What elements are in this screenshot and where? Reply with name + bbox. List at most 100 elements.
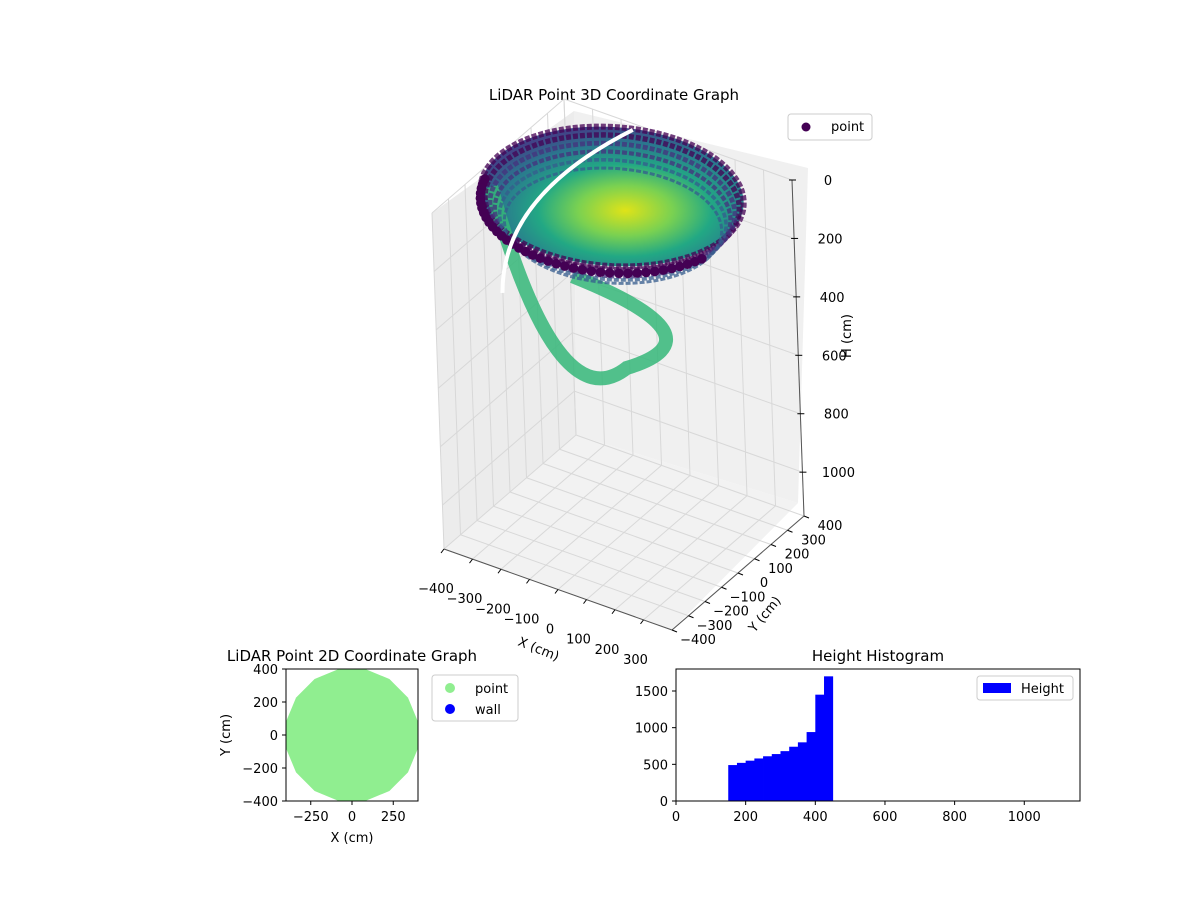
bowl-rim-point	[577, 264, 588, 275]
histogram: Height Histogram 0 200 400 600 800 1000 0 500 10…	[635, 647, 1081, 825]
y-tick-label: 1000	[635, 722, 668, 737]
y-tick-label: 100	[768, 562, 793, 577]
histogram-bar	[780, 751, 790, 801]
bowl-rim-point	[666, 263, 677, 274]
x-tick-mark	[640, 619, 644, 625]
histogram-legend-swatch	[983, 683, 1011, 693]
grid-line	[526, 477, 755, 560]
chart3d-legend-box	[787, 113, 873, 141]
bowl-rim-point	[551, 258, 562, 269]
y-tick-label: −200	[242, 762, 278, 777]
histogram-bar	[736, 762, 747, 801]
x-tick-mark	[469, 558, 473, 564]
x-tick-label: 250	[381, 810, 406, 825]
x-tick-label: −250	[293, 810, 329, 825]
grid-line	[460, 534, 689, 617]
y-tick-label: 1500	[635, 685, 668, 700]
chart2d-ticks: −250 0 250 400 200 0 −200 −400	[242, 663, 405, 825]
bowl-rim-point	[527, 250, 538, 260]
grid-line	[559, 448, 788, 531]
bowl-rim-point	[604, 268, 615, 278]
histogram-title: Height Histogram	[812, 647, 944, 665]
z-tick-label: 1000	[822, 466, 855, 481]
z-tick-label: 600	[822, 349, 847, 364]
grid-line	[509, 491, 739, 574]
histogram-frame	[675, 668, 1081, 802]
x-tick-mark	[554, 589, 559, 594]
y-tick-label: 500	[643, 758, 668, 773]
x-tick-label: 0	[672, 810, 680, 825]
chart3d-legend-label: point	[831, 120, 864, 135]
chart3d-surface	[475, 123, 747, 386]
bowl-rim-point	[623, 268, 633, 279]
y-tick-mark	[754, 558, 760, 562]
chart3d-z-ticks: 0 200 400 600 800 1000	[789, 174, 855, 481]
grid-line	[437, 273, 571, 389]
y-tick-label: −100	[730, 590, 766, 605]
bowl-inner-surface	[480, 126, 744, 267]
bowl-rim-point	[543, 256, 553, 266]
y-tick-label: 300	[801, 533, 826, 548]
x-tick-label: 300	[623, 653, 648, 668]
histogram-legend: Height	[976, 675, 1074, 701]
histogram-bar	[745, 760, 755, 801]
x-tick-label: 800	[942, 810, 967, 825]
bowl-rim-point	[675, 261, 685, 272]
chart2d-legend-marker-point	[445, 683, 455, 693]
bowl-rim-point	[586, 266, 597, 276]
grid-line	[431, 212, 445, 550]
chart2d-legend-marker-wall	[445, 704, 455, 714]
y-tick-label: −200	[713, 605, 749, 620]
y-tick-mark	[803, 515, 810, 519]
grid-line	[448, 198, 461, 535]
bowl-seam	[500, 128, 634, 293]
bowl-rim-point	[614, 268, 624, 279]
y-tick-label: 400	[253, 663, 278, 678]
y-tick-label: 0	[660, 795, 668, 810]
x-tick-label: 0	[348, 810, 356, 825]
grid-line	[763, 169, 776, 506]
bowl-rim-point	[658, 265, 669, 275]
x-tick-mark	[526, 579, 530, 584]
bowl-rim-band	[502, 166, 724, 285]
y-tick-mark	[688, 615, 694, 619]
x-tick-mark	[611, 609, 616, 615]
bowl-outer-shell	[484, 185, 673, 386]
bowl-rim-point	[632, 268, 642, 278]
z-tick-label: 0	[824, 174, 832, 189]
x-tick-mark	[583, 599, 587, 604]
histogram-bar	[728, 765, 738, 801]
histogram-bar	[789, 746, 799, 801]
grid-line	[476, 520, 706, 602]
y-tick-mark	[770, 544, 777, 547]
bowl-rim-point	[535, 253, 546, 264]
bowl-rim-band	[477, 123, 747, 270]
z-tick-label: 200	[818, 232, 843, 247]
y-tick-mark	[721, 586, 727, 590]
x-tick-label: 0	[546, 623, 554, 638]
histogram-bar	[771, 754, 781, 801]
chart2d-ylabel: Y (cm)	[219, 714, 234, 757]
chart3d-legend-marker	[801, 122, 811, 132]
x-tick-label: 400	[803, 810, 828, 825]
bowl-rim-point	[568, 263, 579, 273]
y-tick-label: 200	[785, 548, 810, 563]
chart3d-xlabel: X (cm)	[516, 635, 561, 665]
histogram-legend-label: Height	[1021, 682, 1064, 697]
bowl-rim-band	[482, 132, 742, 273]
bowl-rim-point	[697, 254, 707, 264]
x-tick-mark	[497, 568, 502, 574]
x-tick-label: 100	[566, 633, 591, 648]
histogram-bar	[763, 756, 773, 801]
x-tick-label: −300	[447, 592, 483, 607]
chart2d-title: LiDAR Point 2D Coordinate Graph	[227, 647, 477, 665]
x-tick-label: −200	[475, 602, 511, 617]
x-tick-label: 600	[873, 810, 898, 825]
bowl-rim-point	[520, 246, 531, 257]
y-tick-label: −400	[680, 633, 716, 648]
x-tick-label: 200	[733, 810, 758, 825]
chart3d-legend: point	[787, 113, 873, 141]
histogram-bar	[797, 742, 808, 801]
bowl-rim-point	[682, 259, 693, 270]
